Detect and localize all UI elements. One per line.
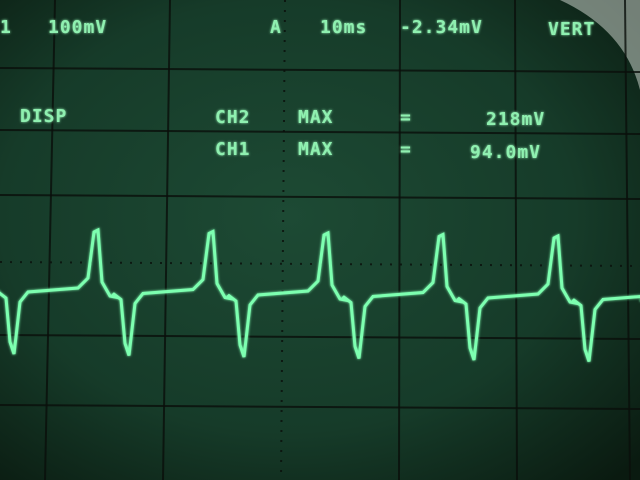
bezel-glare (560, 0, 640, 90)
trigger: A (270, 17, 282, 38)
waveform (0, 227, 640, 362)
grid-line (0, 334, 640, 340)
meas-type: MAX (298, 139, 334, 160)
grid-line (624, 0, 631, 480)
channel: 1 (0, 17, 12, 38)
grid-line (514, 0, 518, 480)
grid-line (398, 0, 401, 480)
grid-line (162, 0, 171, 480)
meas-type: MAX (298, 107, 334, 128)
grid-line (44, 0, 56, 480)
level: -2.34mV (400, 17, 483, 38)
grid-line (0, 194, 640, 200)
meas-value: 218mV (486, 109, 545, 130)
grid-line (0, 129, 640, 135)
scale: 100mV (48, 17, 107, 38)
mode: VERT (548, 19, 595, 40)
meas-equals: = (400, 139, 412, 160)
grid-line (280, 0, 286, 480)
display-label: DISP (20, 106, 67, 127)
meas-equals: = (400, 107, 412, 128)
grid-line (0, 404, 640, 410)
timebase: 10ms (320, 17, 367, 38)
meas-value: 94.0mV (470, 142, 541, 163)
meas-channel: CH1 (215, 139, 251, 160)
grid-line (0, 67, 640, 73)
meas-channel: CH2 (215, 107, 251, 128)
